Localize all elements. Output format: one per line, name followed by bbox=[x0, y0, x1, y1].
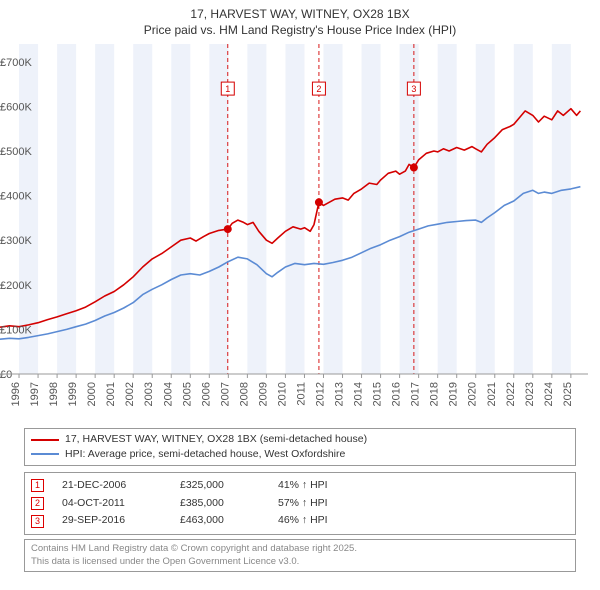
legend-label: HPI: Average price, semi-detached house,… bbox=[65, 447, 345, 462]
svg-text:2016: 2016 bbox=[391, 382, 403, 406]
svg-text:2000: 2000 bbox=[86, 382, 98, 406]
svg-text:1999: 1999 bbox=[67, 382, 79, 406]
svg-text:2003: 2003 bbox=[143, 382, 155, 406]
svg-text:2009: 2009 bbox=[257, 382, 269, 406]
svg-text:2011: 2011 bbox=[295, 382, 307, 406]
svg-text:2022: 2022 bbox=[505, 382, 517, 406]
event-hpi: 57% ↑ HPI bbox=[278, 495, 328, 513]
svg-text:2008: 2008 bbox=[238, 382, 250, 406]
svg-text:1996: 1996 bbox=[10, 382, 22, 406]
svg-text:3: 3 bbox=[411, 84, 416, 94]
svg-text:2025: 2025 bbox=[562, 382, 574, 406]
event-marker: 3 bbox=[31, 515, 44, 528]
svg-text:2018: 2018 bbox=[429, 382, 441, 406]
event-date: 29-SEP-2016 bbox=[62, 512, 162, 530]
svg-text:2019: 2019 bbox=[448, 382, 460, 406]
footer-line-2: This data is licensed under the Open Gov… bbox=[31, 556, 569, 568]
legend-label: 17, HARVEST WAY, WITNEY, OX28 1BX (semi-… bbox=[65, 432, 367, 447]
svg-text:1998: 1998 bbox=[48, 382, 60, 406]
svg-text:2023: 2023 bbox=[524, 382, 536, 406]
svg-text:2007: 2007 bbox=[219, 382, 231, 406]
events-table: 1 21-DEC-2006 £325,000 41% ↑ HPI 2 04-OCT-201… bbox=[24, 472, 576, 536]
svg-text:£600K: £600K bbox=[0, 102, 32, 114]
chart-area: 1 2 3 £0 £100K £200K £300K £400K £500K £600K £700K… bbox=[0, 40, 600, 424]
event-marker: 2 bbox=[31, 497, 44, 510]
event-date: 04-OCT-2011 bbox=[62, 495, 162, 513]
svg-text:2021: 2021 bbox=[486, 382, 498, 406]
event-marker: 1 bbox=[31, 479, 44, 492]
svg-text:£500K: £500K bbox=[0, 146, 32, 158]
svg-text:1: 1 bbox=[225, 84, 230, 94]
svg-text:2013: 2013 bbox=[334, 382, 346, 406]
svg-text:2020: 2020 bbox=[467, 382, 479, 406]
svg-text:£700K: £700K bbox=[0, 57, 32, 69]
event-price: £385,000 bbox=[180, 495, 260, 513]
attribution-footer: Contains HM Land Registry data © Crown c… bbox=[24, 539, 576, 572]
title-line-1: 17, HARVEST WAY, WITNEY, OX28 1BX bbox=[10, 6, 590, 22]
chart-header: 17, HARVEST WAY, WITNEY, OX28 1BX Price … bbox=[0, 0, 600, 40]
svg-text:1995: 1995 bbox=[0, 382, 3, 406]
svg-text:2024: 2024 bbox=[543, 382, 555, 406]
svg-text:2005: 2005 bbox=[181, 382, 193, 406]
legend: 17, HARVEST WAY, WITNEY, OX28 1BX (semi-… bbox=[24, 428, 576, 465]
svg-text:2: 2 bbox=[316, 84, 321, 94]
svg-text:1997: 1997 bbox=[29, 382, 41, 406]
event-price: £463,000 bbox=[180, 512, 260, 530]
title-line-2: Price paid vs. HM Land Registry's House … bbox=[10, 22, 590, 38]
svg-text:2002: 2002 bbox=[124, 382, 136, 406]
chart-svg: 1 2 3 £0 £100K £200K £300K £400K £500K £600K £700K… bbox=[0, 40, 600, 424]
svg-text:2015: 2015 bbox=[372, 382, 384, 406]
event-row: 3 29-SEP-2016 £463,000 46% ↑ HPI bbox=[31, 512, 569, 530]
event-price: £325,000 bbox=[180, 477, 260, 495]
svg-text:2014: 2014 bbox=[353, 382, 365, 406]
event-hpi: 41% ↑ HPI bbox=[278, 477, 328, 495]
svg-text:2010: 2010 bbox=[276, 382, 288, 406]
svg-text:2004: 2004 bbox=[162, 382, 174, 406]
svg-text:2012: 2012 bbox=[314, 382, 326, 406]
svg-text:£200K: £200K bbox=[0, 280, 32, 292]
svg-text:£300K: £300K bbox=[0, 236, 32, 248]
svg-text:£400K: £400K bbox=[0, 191, 32, 203]
event-date: 21-DEC-2006 bbox=[62, 477, 162, 495]
footer-line-1: Contains HM Land Registry data © Crown c… bbox=[31, 543, 569, 555]
legend-row: 17, HARVEST WAY, WITNEY, OX28 1BX (semi-… bbox=[31, 432, 569, 447]
svg-text:£100K: £100K bbox=[0, 325, 32, 337]
legend-row: HPI: Average price, semi-detached house,… bbox=[31, 447, 569, 462]
legend-swatch bbox=[31, 453, 59, 455]
svg-text:£0: £0 bbox=[0, 369, 12, 381]
legend-swatch bbox=[31, 439, 59, 441]
svg-text:2017: 2017 bbox=[410, 382, 422, 406]
svg-text:2001: 2001 bbox=[105, 382, 117, 406]
event-hpi: 46% ↑ HPI bbox=[278, 512, 328, 530]
event-row: 2 04-OCT-2011 £385,000 57% ↑ HPI bbox=[31, 495, 569, 513]
svg-text:2006: 2006 bbox=[200, 382, 212, 406]
event-row: 1 21-DEC-2006 £325,000 41% ↑ HPI bbox=[31, 477, 569, 495]
